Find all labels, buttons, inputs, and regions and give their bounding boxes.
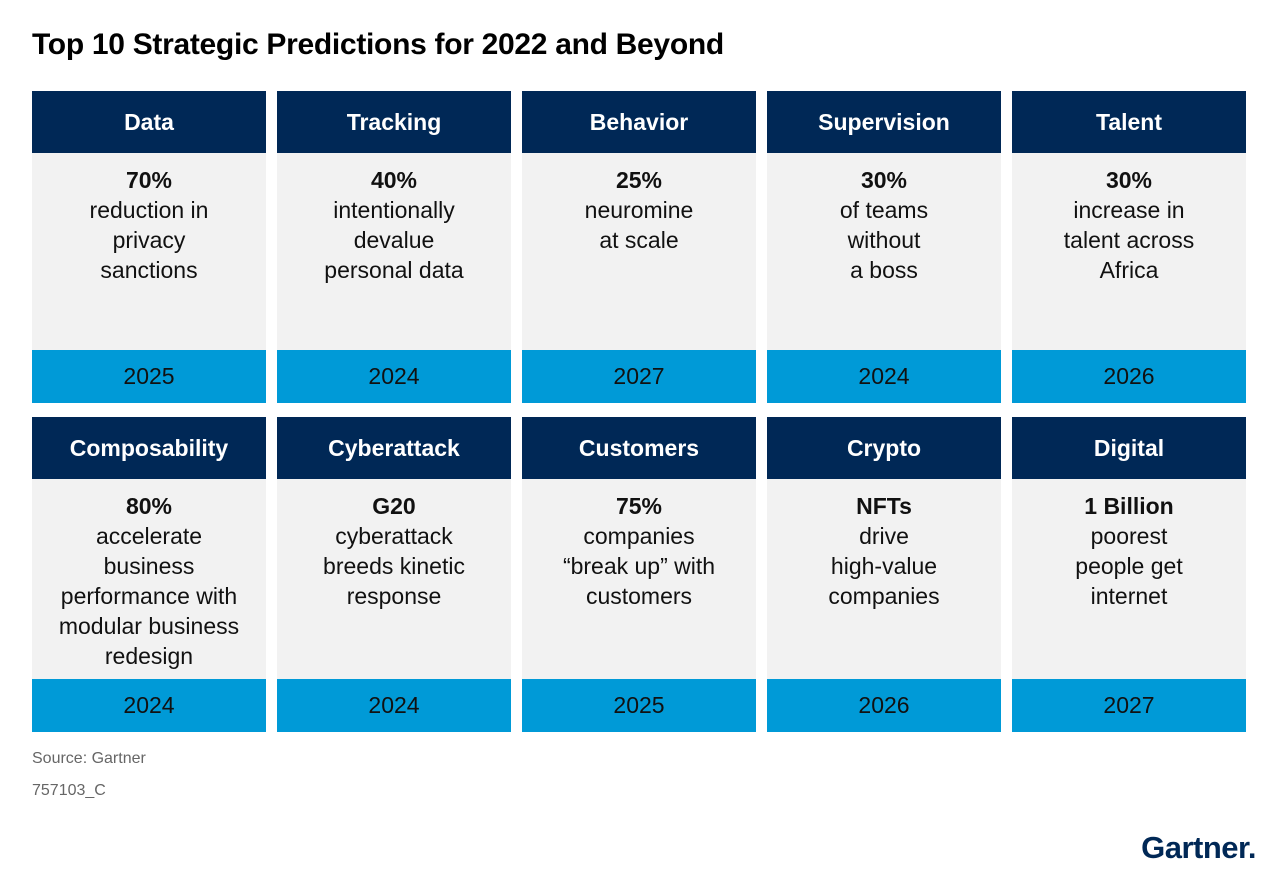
card-stat: 75% xyxy=(615,493,663,519)
prediction-card: Behavior 25% neuromine at scale 2027 xyxy=(522,91,756,403)
card-year: 2024 xyxy=(767,350,1001,403)
card-category: Supervision xyxy=(767,91,1001,153)
card-year: 2026 xyxy=(1012,350,1246,403)
card-year: 2027 xyxy=(1012,679,1246,732)
card-category: Crypto xyxy=(767,417,1001,479)
card-stat: 25% xyxy=(615,167,663,193)
figure-code: 757103_C xyxy=(32,782,106,799)
card-description: companies “break up” with customers xyxy=(562,523,716,609)
card-body: 30% increase in talent across Africa xyxy=(1012,153,1246,350)
card-stat: G20 xyxy=(372,493,416,519)
card-body: 80% accelerate business performance with… xyxy=(32,479,266,679)
card-category: Cyberattack xyxy=(277,417,511,479)
card-stat: NFTs xyxy=(856,493,912,519)
card-year: 2026 xyxy=(767,679,1001,732)
card-body: 30% of teams without a boss xyxy=(767,153,1001,350)
card-description: of teams without a boss xyxy=(839,197,929,283)
prediction-card: Customers 75% companies “break up” with … xyxy=(522,417,756,732)
prediction-card: Data 70% reduction in privacy sanctions … xyxy=(32,91,266,403)
card-year: 2024 xyxy=(277,679,511,732)
card-year: 2025 xyxy=(522,679,756,732)
card-body: 75% companies “break up” with customers xyxy=(522,479,756,679)
card-body: 1 Billion poorest people get internet xyxy=(1012,479,1246,679)
card-stat: 1 Billion xyxy=(1084,493,1174,519)
card-stat: 70% xyxy=(125,167,173,193)
card-category: Composability xyxy=(32,417,266,479)
card-stat: 30% xyxy=(860,167,908,193)
card-category: Behavior xyxy=(522,91,756,153)
prediction-card: Cyberattack G20 cyberattack breeds kinet… xyxy=(277,417,511,732)
card-description: cyberattack breeds kinetic response xyxy=(323,523,465,609)
card-description: increase in talent across Africa xyxy=(1063,197,1195,283)
card-category: Data xyxy=(32,91,266,153)
card-category: Digital xyxy=(1012,417,1246,479)
card-body: 40% intentionally devalue personal data xyxy=(277,153,511,350)
card-body: G20 cyberattack breeds kinetic response xyxy=(277,479,511,679)
prediction-card: Supervision 30% of teams without a boss … xyxy=(767,91,1001,403)
source-note: Source: Gartner xyxy=(32,750,146,767)
card-description: accelerate business performance with mod… xyxy=(58,523,240,669)
card-body: 25% neuromine at scale xyxy=(522,153,756,350)
card-description: intentionally devalue personal data xyxy=(324,197,464,283)
card-description: poorest people get internet xyxy=(1075,523,1183,609)
card-body: 70% reduction in privacy sanctions xyxy=(32,153,266,350)
card-year: 2024 xyxy=(32,679,266,732)
predictions-grid: Data 70% reduction in privacy sanctions … xyxy=(32,91,1249,732)
card-body: NFTs drive high-value companies xyxy=(767,479,1001,679)
card-year: 2027 xyxy=(522,350,756,403)
card-category: Customers xyxy=(522,417,756,479)
prediction-card: Tracking 40% intentionally devalue perso… xyxy=(277,91,511,403)
gartner-logo: Gartner. xyxy=(1141,830,1256,865)
card-description: drive high-value companies xyxy=(828,523,940,609)
card-stat: 40% xyxy=(370,167,418,193)
prediction-card: Talent 30% increase in talent across Afr… xyxy=(1012,91,1246,403)
card-description: neuromine at scale xyxy=(584,197,694,253)
card-stat: 80% xyxy=(125,493,173,519)
card-description: reduction in privacy sanctions xyxy=(89,197,209,283)
card-year: 2025 xyxy=(32,350,266,403)
card-category: Talent xyxy=(1012,91,1246,153)
card-category: Tracking xyxy=(277,91,511,153)
card-year: 2024 xyxy=(277,350,511,403)
page-title: Top 10 Strategic Predictions for 2022 an… xyxy=(32,28,724,61)
prediction-card: Digital 1 Billion poorest people get int… xyxy=(1012,417,1246,732)
card-stat: 30% xyxy=(1105,167,1153,193)
prediction-card: Composability 80% accelerate business pe… xyxy=(32,417,266,732)
prediction-card: Crypto NFTs drive high-value companies 2… xyxy=(767,417,1001,732)
